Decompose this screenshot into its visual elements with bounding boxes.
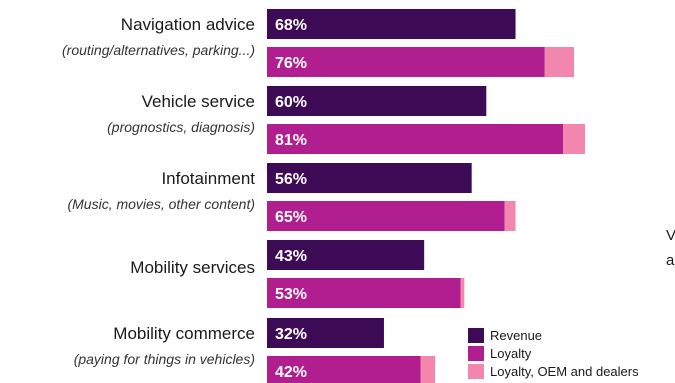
- category-label: Mobility services: [130, 258, 255, 277]
- category-label: Vehicle service: [142, 92, 255, 111]
- edge-text-fragment: V: [666, 227, 675, 244]
- legend-swatch: [468, 328, 484, 343]
- category-sublabel: (paying for things in vehicles): [74, 351, 255, 367]
- bar-loyalty: [267, 356, 421, 383]
- bar-label-revenue: 68%: [275, 17, 307, 34]
- category-label: Infotainment: [161, 169, 255, 188]
- legend-item-label: Loyalty, OEM and dealers: [490, 364, 639, 379]
- bar-revenue: [267, 9, 516, 39]
- legend-swatch: [468, 364, 484, 379]
- bar-loyalty-oem: [420, 356, 436, 383]
- bar-label-loyalty: 81%: [275, 132, 307, 149]
- bar-loyalty-oem: [504, 201, 516, 231]
- bar-label-revenue: 32%: [275, 326, 307, 343]
- bar-label-loyalty: 76%: [275, 55, 307, 72]
- category-sublabel: (routing/alternatives, parking...): [62, 42, 255, 58]
- edge-text-fragment: a: [666, 252, 675, 269]
- bar-label-loyalty: 42%: [275, 364, 307, 381]
- legend-item-label: Loyalty: [490, 346, 532, 361]
- bar-loyalty-oem: [563, 124, 585, 154]
- category-label: Mobility commerce: [113, 324, 255, 343]
- bar-label-loyalty: 53%: [275, 286, 307, 303]
- bar-revenue: [267, 163, 472, 193]
- bar-loyalty-oem: [460, 278, 465, 308]
- legend-item-label: Revenue: [490, 328, 542, 343]
- bar-loyalty: [267, 47, 545, 77]
- bar-revenue: [267, 318, 384, 348]
- bar-loyalty: [267, 278, 461, 308]
- bar-label-revenue: 60%: [275, 94, 307, 111]
- bar-label-loyalty: 65%: [275, 209, 307, 226]
- bar-loyalty: [267, 124, 564, 154]
- bar-loyalty: [267, 201, 505, 231]
- bar-label-revenue: 43%: [275, 248, 307, 265]
- bar-label-revenue: 56%: [275, 171, 307, 188]
- category-label: Navigation advice: [121, 15, 255, 34]
- legend-swatch: [468, 346, 484, 361]
- bar-revenue: [267, 86, 487, 116]
- bar-loyalty-oem: [544, 47, 575, 77]
- category-sublabel: (prognostics, diagnosis): [107, 119, 255, 135]
- category-sublabel: (Music, movies, other content): [67, 196, 255, 212]
- bar-revenue: [267, 240, 425, 270]
